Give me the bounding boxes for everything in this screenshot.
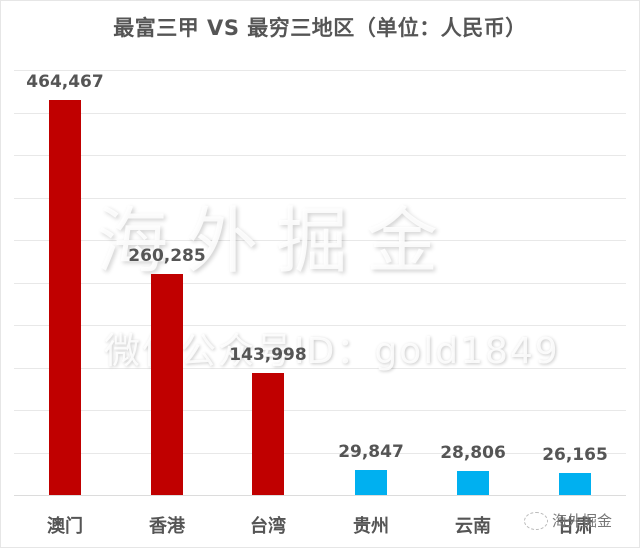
data-label: 29,847 [338,441,404,462]
gridline [14,155,626,156]
data-label: 143,998 [229,344,307,365]
corner-logo: 海外掘金 [524,510,612,531]
gridline [14,112,626,114]
chart-title: 最富三甲 VS 最穷三地区（单位：人民币） [113,16,527,40]
bar [252,372,284,495]
gridline [14,282,626,284]
x-tick-label: 甘肃 [557,516,593,537]
gridline [14,367,626,369]
wechat-icon [524,511,548,530]
gridline [14,325,626,326]
data-label: 28,806 [440,442,506,463]
gridline [14,70,626,71]
gridline [14,452,626,454]
gridline [14,240,626,241]
gridline [14,197,626,199]
data-label: 464,467 [26,72,104,93]
gridline [14,410,626,411]
x-tick-label: 澳门 [47,516,83,537]
bar [559,472,591,495]
x-tick-label: 台湾 [250,516,286,537]
corner-logo-text: 海外掘金 [552,512,613,530]
data-label: 260,285 [128,245,206,266]
bar [457,470,489,495]
x-tick-label: 贵州 [353,516,389,537]
bar [49,100,81,495]
x-tick-label: 云南 [455,516,491,537]
x-axis-line [14,495,626,496]
bar [151,273,183,495]
data-label: 26,165 [542,444,608,465]
watermark-main: 海外掘金 [96,199,457,283]
x-tick-label: 香港 [149,516,185,537]
bar [355,469,387,495]
